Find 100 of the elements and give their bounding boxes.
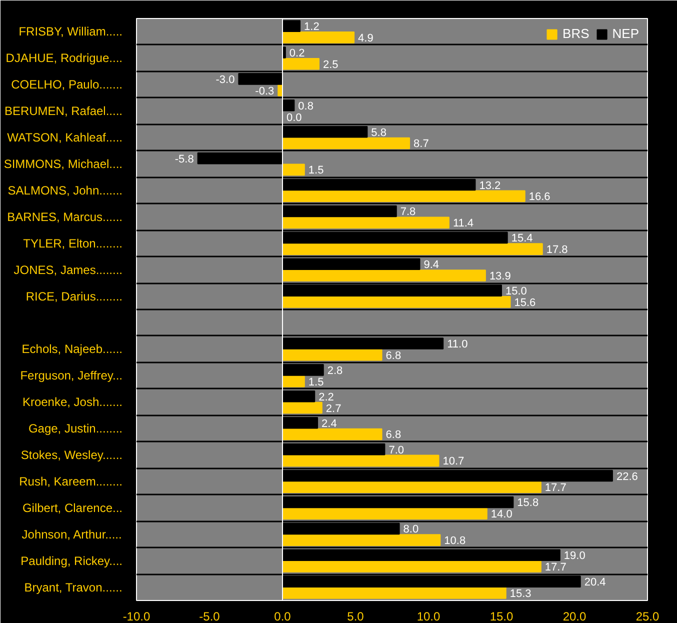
x-tick-label: 15.0 <box>490 610 514 623</box>
data-label: 2.5 <box>323 58 338 71</box>
data-label: 4.9 <box>358 32 374 44</box>
x-tick-label: -10.0 <box>122 610 150 623</box>
y-tick-label: RICE, Darius........ <box>26 289 122 304</box>
bar <box>282 428 382 440</box>
data-label: 0.2 <box>289 47 305 60</box>
bar <box>282 454 440 467</box>
legend-label: BRS <box>562 26 590 41</box>
x-tick-label: 20.0 <box>562 610 587 623</box>
data-label: 5.8 <box>371 126 386 139</box>
data-label: 15.6 <box>514 296 536 309</box>
y-tick-label: SALMONS, John....... <box>8 183 123 198</box>
y-tick-label: FRISBY, William..... <box>18 24 123 39</box>
bar <box>282 32 355 44</box>
y-tick-label: Paulding, Rickey.... <box>20 554 123 568</box>
bar <box>282 58 320 70</box>
data-label: -5.8 <box>174 153 194 166</box>
data-label: 1.5 <box>308 164 324 177</box>
y-tick-label: WATSON, Kahleaf..... <box>7 130 123 145</box>
y-tick-label: SIMMONS, Michael.... <box>4 157 122 171</box>
x-tick-label: 10.0 <box>416 610 441 623</box>
data-label: 1.2 <box>304 21 320 34</box>
data-label: 9.4 <box>424 259 440 272</box>
data-label: 15.3 <box>510 588 532 600</box>
y-tick-label: COELHO, Paulo....... <box>11 78 122 92</box>
x-tick-label: -5.0 <box>199 610 220 623</box>
y-tick-label: Johnson, Arthur..... <box>22 527 122 542</box>
bar <box>282 137 410 150</box>
y-tick-label: Rush, Kareem........ <box>19 474 123 488</box>
data-label: 2.7 <box>326 402 342 415</box>
y-tick-label: DJAHUE, Rodrigue.... <box>6 51 123 66</box>
data-label: 0.0 <box>286 112 302 124</box>
data-label: 20.4 <box>584 576 606 589</box>
bar <box>282 296 511 308</box>
bar <box>282 402 322 414</box>
bar <box>282 364 324 376</box>
x-tick-label: 5.0 <box>347 610 364 623</box>
data-label: 16.6 <box>528 191 550 204</box>
bar <box>282 375 305 388</box>
data-label: 11.4 <box>452 218 474 230</box>
data-label: 2.8 <box>327 364 343 377</box>
data-label: 6.8 <box>386 429 402 442</box>
bar <box>282 470 613 482</box>
bar <box>282 348 382 361</box>
data-label: 14.0 <box>490 508 512 521</box>
bar <box>197 152 283 164</box>
data-label: 22.6 <box>616 470 638 483</box>
data-label: 6.8 <box>386 350 402 362</box>
data-label: 8.0 <box>403 524 419 536</box>
data-label: 8.7 <box>414 138 429 150</box>
y-tick-label: TYLER, Elton........ <box>23 236 123 250</box>
bar <box>282 338 444 350</box>
data-label: 17.7 <box>544 562 566 574</box>
bar <box>282 178 476 191</box>
data-label: 0.8 <box>298 100 314 112</box>
data-label: 1.5 <box>308 376 324 388</box>
data-label: 11.0 <box>447 338 468 350</box>
data-label: 13.9 <box>489 270 511 283</box>
y-tick-label: Gilbert, Clarence... <box>22 500 123 515</box>
bar <box>282 20 301 32</box>
bar <box>282 416 318 429</box>
y-tick-label: BERUMEN, Rafael..... <box>4 104 122 118</box>
bar <box>282 126 368 138</box>
bar <box>282 522 400 535</box>
bar <box>282 232 508 244</box>
bar <box>282 534 441 546</box>
data-label: 17.8 <box>546 244 568 256</box>
data-label: 10.7 <box>442 456 464 468</box>
bar <box>282 496 514 508</box>
data-label: 15.0 <box>506 286 527 298</box>
bar <box>282 190 526 202</box>
y-tick-label: Kroenke, Josh....... <box>22 395 123 410</box>
bar <box>282 270 486 282</box>
bar <box>282 549 560 562</box>
y-tick-label: JONES, James........ <box>14 262 123 277</box>
bar <box>282 205 397 218</box>
data-label: 13.2 <box>479 180 501 192</box>
y-tick-label: Bryant, Travon...... <box>24 580 122 594</box>
y-tick-label: Stokes, Wesley...... <box>20 448 123 462</box>
data-label: -3.0 <box>216 74 235 86</box>
bar <box>282 100 295 112</box>
bar <box>282 560 542 572</box>
y-tick-label: Echols, Najeeb...... <box>22 342 122 356</box>
y-tick-label: Gage, Justin........ <box>28 422 123 436</box>
bar <box>282 164 305 176</box>
data-label: 15.8 <box>517 497 539 510</box>
data-label: 19.0 <box>564 550 586 562</box>
bar <box>282 481 542 494</box>
bar <box>282 216 450 228</box>
bar <box>282 390 316 402</box>
bar <box>282 508 488 520</box>
bar <box>282 284 502 296</box>
legend-label: NEP <box>612 26 639 41</box>
x-tick-label: 0.0 <box>274 610 292 623</box>
bar <box>282 587 506 599</box>
data-label: 17.7 <box>544 482 566 494</box>
data-label: 7.8 <box>400 206 416 218</box>
data-label: 15.4 <box>511 232 533 245</box>
x-tick-label: 25.0 <box>636 610 660 623</box>
